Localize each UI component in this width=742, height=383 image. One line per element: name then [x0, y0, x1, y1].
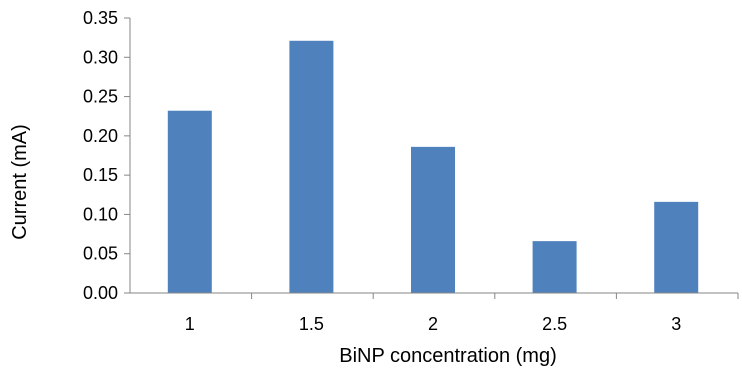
- x-tick-label: 2: [428, 314, 438, 334]
- y-tick-label: 0.05: [83, 244, 118, 264]
- x-tick-label: 2.5: [542, 314, 567, 334]
- y-tick-label: 0.30: [83, 47, 118, 67]
- bars-group: [167, 40, 699, 294]
- bar-2: [411, 146, 455, 293]
- y-tick-label: 0.15: [83, 165, 118, 185]
- y-tick-label: 0.00: [83, 283, 118, 303]
- bar-3: [654, 201, 699, 293]
- y-axis-label: Current (mA): [9, 124, 31, 240]
- x-tick-label: 1: [185, 314, 195, 334]
- y-tick-label: 0.10: [83, 204, 118, 224]
- x-axis: 1 1.5 2 2.5 3: [130, 292, 739, 334]
- y-axis: 0.00 0.05 0.10 0.15 0.20 0.25 0.30 0.35: [83, 8, 131, 303]
- x-tick-label: 1.5: [299, 314, 324, 334]
- bar-1: [167, 110, 212, 293]
- y-tick-label: 0.25: [83, 87, 118, 107]
- x-tick-label: 3: [671, 314, 681, 334]
- x-axis-label: BiNP concentration (mg): [339, 345, 557, 367]
- bar-1-5: [289, 40, 334, 294]
- bar-2-5: [532, 241, 577, 293]
- y-tick-label: 0.20: [83, 126, 118, 146]
- y-tick-label: 0.35: [83, 8, 118, 28]
